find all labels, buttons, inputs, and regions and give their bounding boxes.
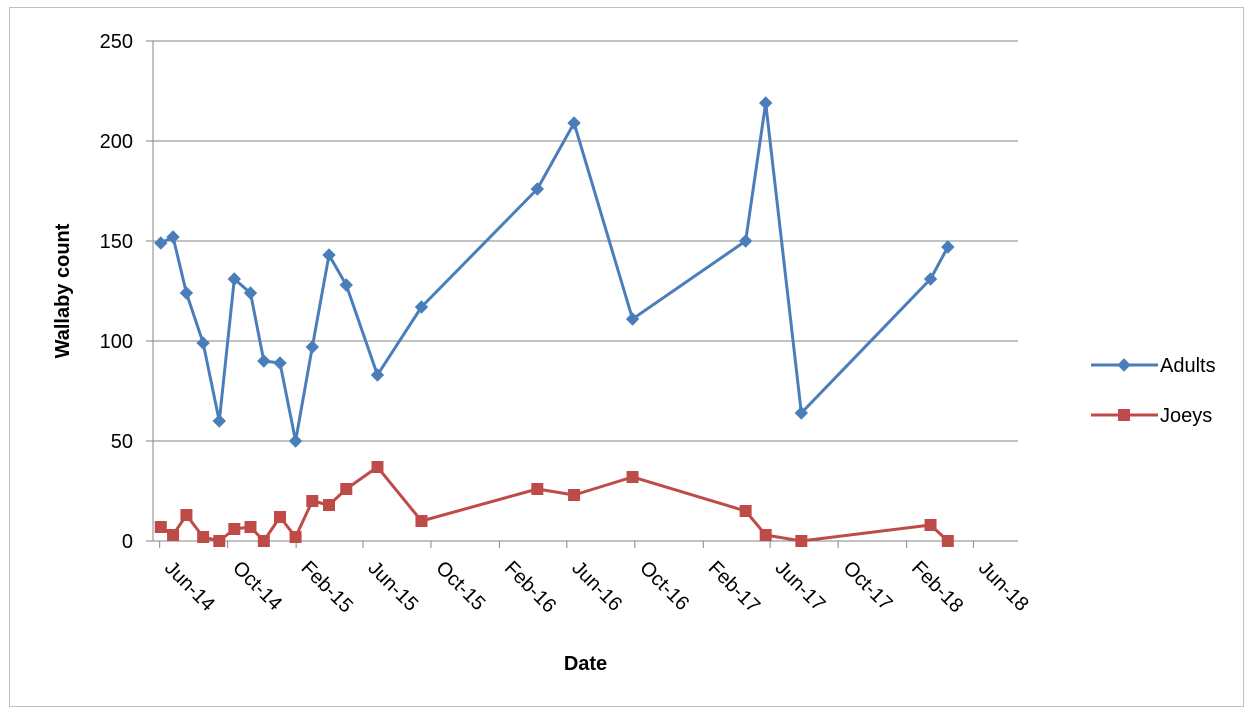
x-tick-labels: Jun-14 Oct-14 Feb-15 Jun-15 Oct-15 Feb-16 Jun-…	[160, 557, 1033, 617]
legend-label: Adults	[1160, 355, 1216, 377]
data-point-joeys	[626, 471, 639, 483]
data-point-joeys	[213, 535, 226, 547]
data-point-adults	[567, 116, 581, 130]
data-point-joeys	[289, 531, 302, 543]
x-tick-label: Oct-17	[839, 557, 897, 615]
data-point-adults	[339, 278, 353, 292]
data-point-adults	[941, 240, 955, 254]
data-point-adults	[227, 272, 242, 286]
data-point-joeys	[273, 511, 286, 523]
data-point-joeys	[415, 515, 428, 527]
y-tick-label: 100	[100, 331, 133, 353]
data-point-joeys	[323, 499, 336, 511]
y-tick-labels: 0 50 100 150 200 250	[100, 31, 133, 553]
axes	[146, 40, 1018, 548]
gridlines	[153, 40, 1018, 442]
data-point-joeys	[244, 521, 257, 533]
legend-label: Joeys	[1160, 405, 1212, 427]
series-line-adults	[160, 101, 950, 443]
legend-item-adults: Adults	[1091, 355, 1216, 377]
data-point-adults	[212, 414, 226, 428]
x-tick-label: Oct-15	[431, 557, 489, 615]
y-axis-title: Wallaby count	[52, 223, 74, 358]
y-tick-label: 200	[100, 131, 133, 153]
data-point-adults	[322, 248, 336, 262]
data-point-adults	[288, 434, 303, 448]
data-point-joeys	[371, 461, 384, 473]
data-point-adults	[625, 312, 640, 326]
data-point-joeys	[180, 509, 193, 521]
legend-marker	[1117, 358, 1131, 372]
data-point-adults	[179, 286, 194, 300]
x-tick-label: Jun-18	[974, 557, 1033, 616]
data-point-adults	[794, 406, 809, 420]
x-tick-label: Jun-14	[160, 557, 219, 616]
data-point-joeys	[924, 519, 937, 531]
series-layer	[154, 96, 955, 547]
data-point-joeys	[154, 521, 167, 533]
y-tick-label: 150	[100, 231, 133, 253]
data-point-joeys	[739, 505, 752, 517]
data-point-adults	[923, 272, 938, 286]
series-adults	[154, 96, 955, 448]
data-point-adults	[243, 286, 258, 300]
x-tick-label: Oct-14	[228, 557, 286, 615]
series-joeys	[154, 461, 954, 547]
data-point-joeys	[306, 495, 319, 507]
y-tick-label: 0	[122, 531, 133, 553]
legend-item-joeys: Joeys	[1091, 405, 1212, 427]
x-tick-label: Feb-15	[297, 557, 357, 617]
x-tick-label: Jun-15	[363, 557, 422, 616]
data-point-joeys	[197, 531, 210, 543]
data-point-adults	[738, 234, 753, 248]
chart-frame	[9, 7, 1244, 707]
data-point-joeys	[941, 535, 954, 547]
data-point-adults	[166, 230, 180, 244]
x-tick-label: Feb-18	[907, 557, 967, 617]
data-point-adults	[758, 96, 773, 110]
series-line-joeys	[159, 465, 949, 543]
data-point-joeys	[759, 529, 772, 541]
data-point-joeys	[795, 535, 808, 547]
y-tick-label: 50	[111, 431, 133, 453]
x-tick-label: Jun-17	[771, 557, 830, 616]
data-point-adults	[370, 368, 385, 382]
x-axis-title: Date	[564, 653, 607, 675]
y-tick-label: 250	[100, 31, 133, 53]
data-point-adults	[530, 182, 545, 196]
data-point-adults	[273, 356, 287, 370]
legend: Adults Joeys	[1091, 355, 1216, 427]
data-point-adults	[414, 300, 429, 314]
data-point-joeys	[167, 529, 180, 541]
data-point-joeys	[531, 483, 544, 495]
legend-marker	[1118, 409, 1130, 421]
data-point-adults	[196, 336, 210, 350]
x-tick-label: Jun-16	[567, 557, 626, 616]
x-tick-label: Feb-17	[704, 557, 764, 617]
data-point-adults	[257, 354, 271, 368]
x-tick-label: Feb-16	[500, 557, 560, 617]
data-point-joeys	[340, 483, 353, 495]
data-point-joeys	[228, 523, 241, 535]
data-point-adults	[305, 340, 320, 354]
data-point-adults	[154, 236, 168, 250]
data-point-joeys	[257, 535, 270, 547]
data-point-joeys	[568, 489, 581, 501]
x-tick-label: Oct-16	[635, 557, 693, 615]
